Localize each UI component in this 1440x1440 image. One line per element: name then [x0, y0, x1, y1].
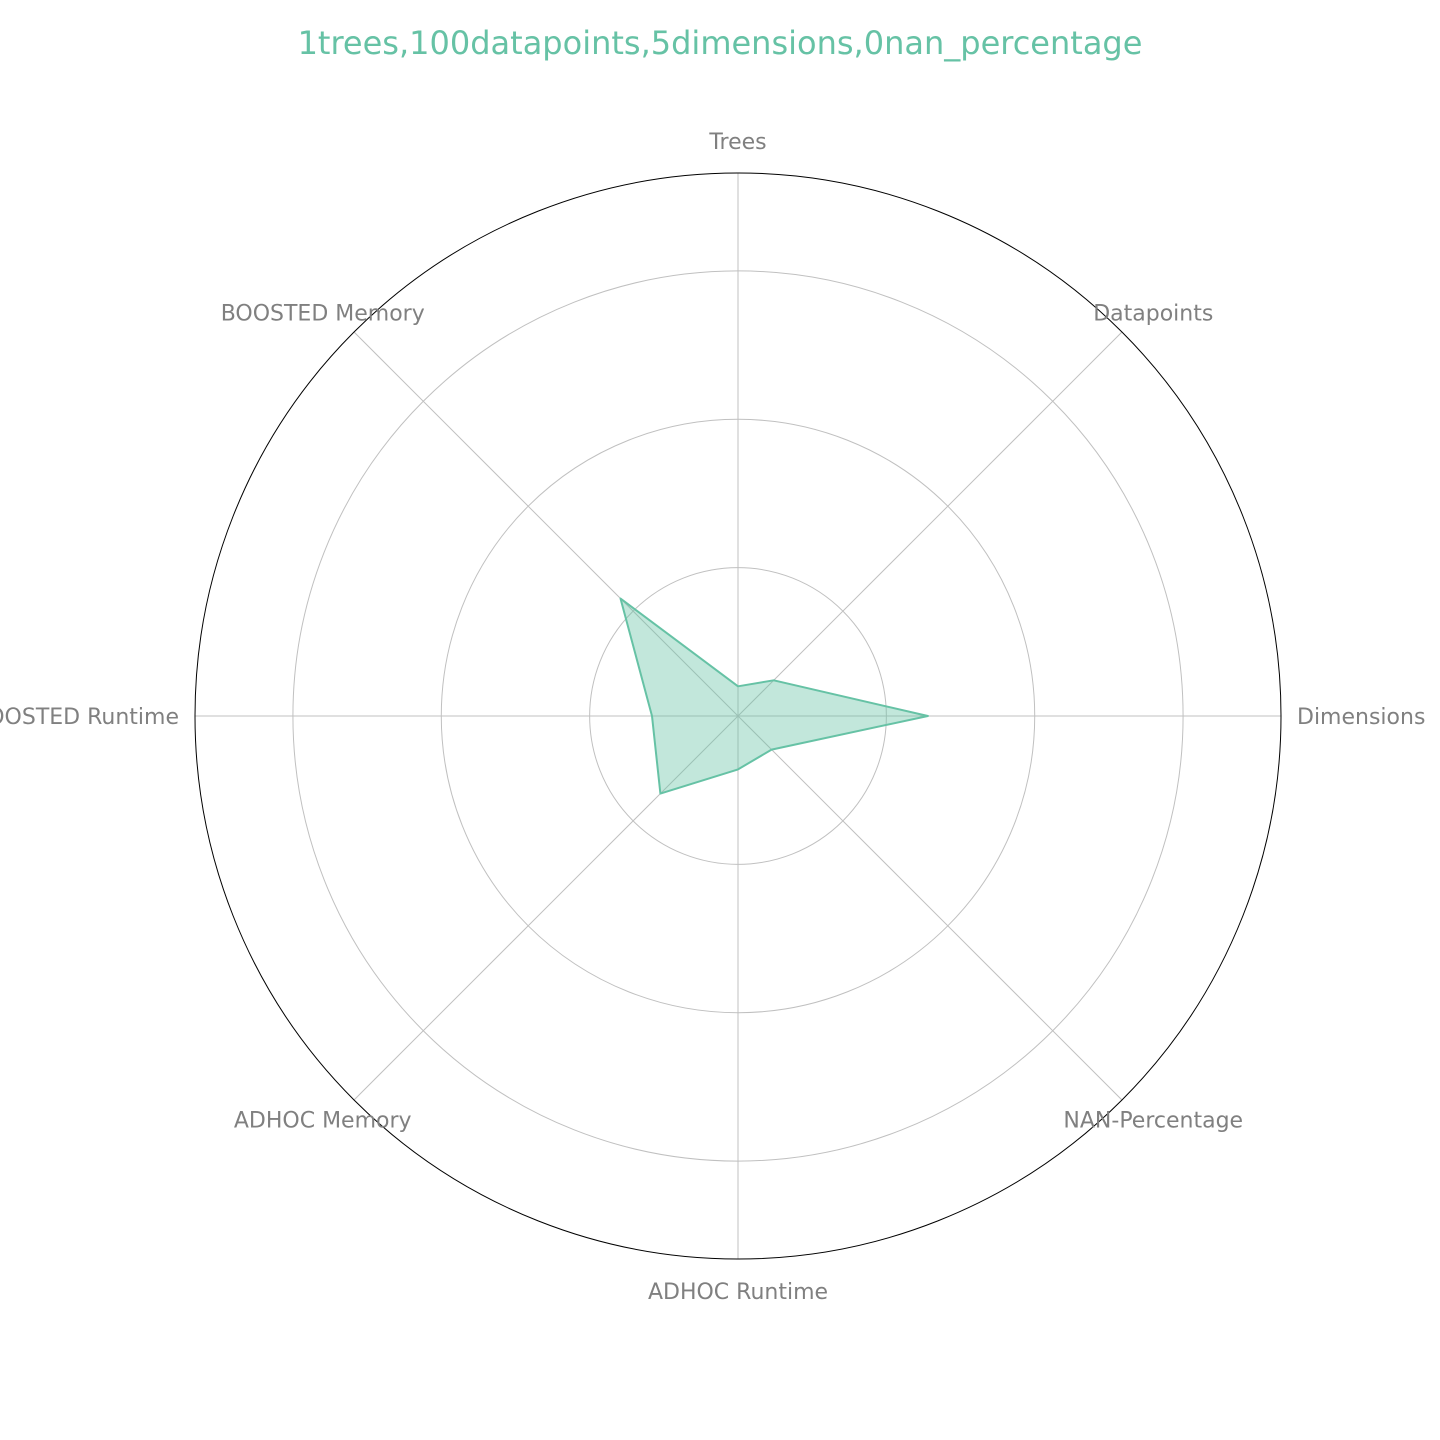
axis-label: ADHOC Runtime	[648, 1280, 828, 1305]
grid-spoke	[737, 331, 1123, 717]
series-area	[620, 598, 928, 794]
chart-title: 1trees,100datapoints,5dimensions,0nan_pe…	[297, 24, 1143, 62]
polar-frame	[194, 172, 1282, 1260]
axis-label: NAN-Percentage	[1063, 1108, 1243, 1133]
axis-label: ADHOC Memory	[234, 1108, 412, 1133]
axis-label: Dimensions	[1297, 705, 1425, 730]
grid-spoke	[353, 331, 739, 717]
axis-label: Trees	[708, 130, 766, 155]
axis-label: Datapoints	[1093, 302, 1213, 327]
grid-spoke	[737, 715, 1123, 1101]
axis-label: BOOSTED Memory	[221, 302, 425, 327]
grid-spoke	[353, 715, 739, 1101]
axis-label: BOOSTED Runtime	[0, 705, 179, 730]
